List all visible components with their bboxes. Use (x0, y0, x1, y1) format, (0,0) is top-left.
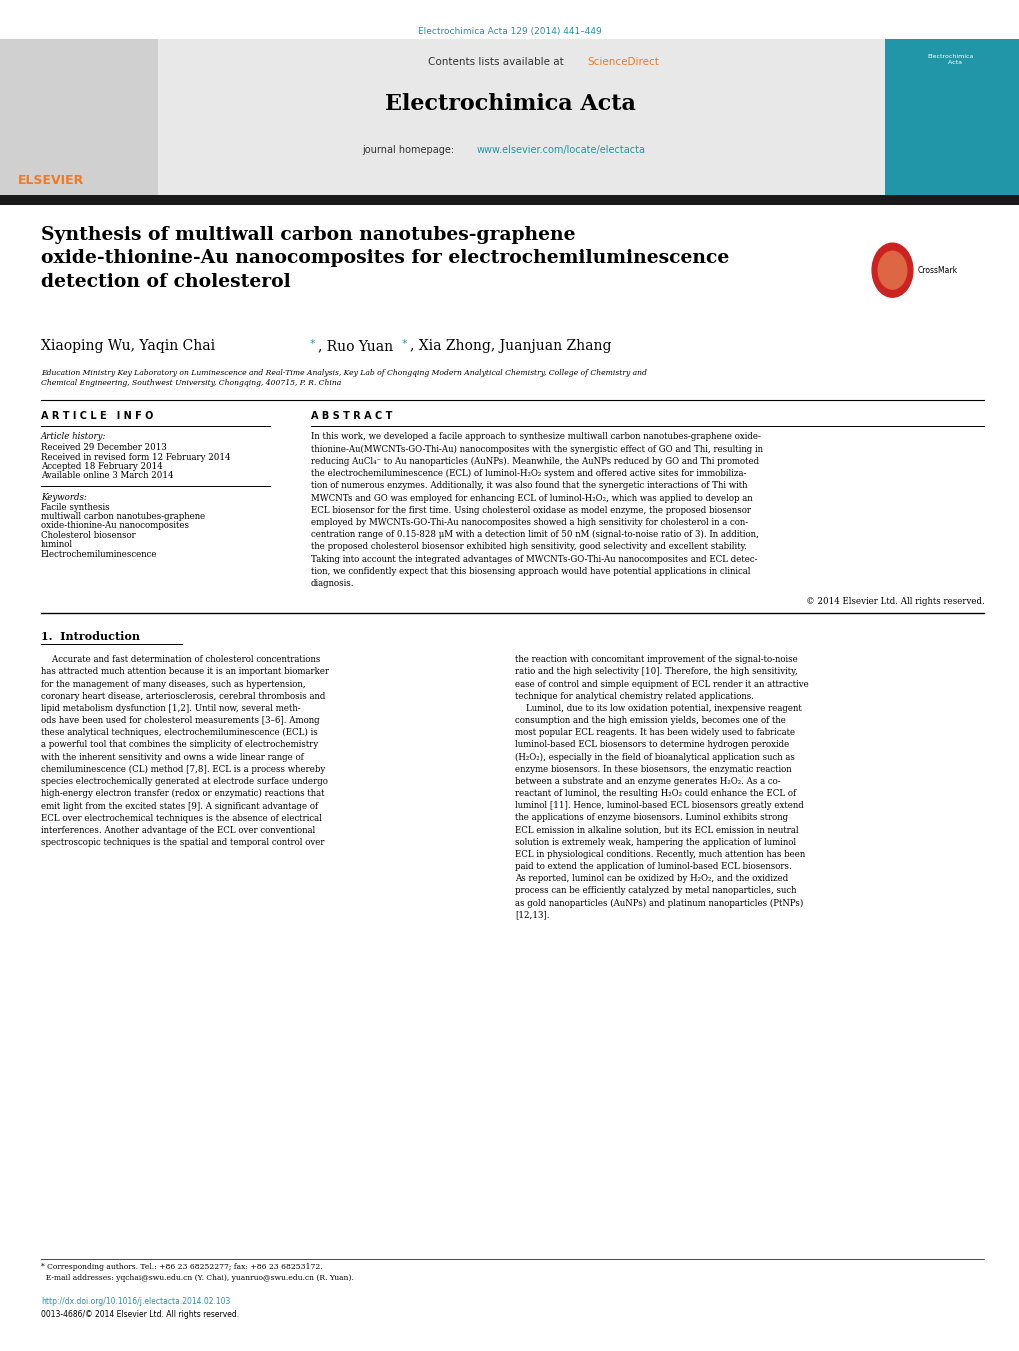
Text: Keywords:: Keywords: (41, 493, 87, 503)
Text: the reaction with concomitant improvement of the signal-to-noise
ratio and the h: the reaction with concomitant improvemen… (515, 655, 808, 920)
Bar (0, 39, 158, 199)
Bar (0, 195, 1019, 205)
Text: Synthesis of multiwall carbon nanotubes-graphene
oxide-thionine-Au nanocomposite: Synthesis of multiwall carbon nanotubes-… (41, 226, 729, 290)
Text: http://dx.doi.org/10.1016/j.electacta.2014.02.103: http://dx.doi.org/10.1016/j.electacta.20… (41, 1297, 230, 1306)
Text: *: * (401, 339, 408, 349)
Text: Education Ministry Key Laboratory on Luminescence and Real-Time Analysis, Key La: Education Ministry Key Laboratory on Lum… (41, 369, 646, 388)
Text: Contents lists available at: Contents lists available at (428, 57, 567, 66)
Text: © 2014 Elsevier Ltd. All rights reserved.: © 2014 Elsevier Ltd. All rights reserved… (805, 597, 983, 607)
Text: Received in revised form 12 February 2014: Received in revised form 12 February 201… (41, 453, 230, 462)
Circle shape (871, 243, 912, 297)
Text: Available online 3 March 2014: Available online 3 March 2014 (41, 471, 173, 481)
Text: Accepted 18 February 2014: Accepted 18 February 2014 (41, 462, 162, 471)
Text: Electrochimica Acta 129 (2014) 441–449: Electrochimica Acta 129 (2014) 441–449 (418, 27, 601, 36)
Text: In this work, we developed a facile approach to synthesize multiwall carbon nano: In this work, we developed a facile appr… (311, 432, 762, 588)
Text: Xiaoping Wu, Yaqin Chai: Xiaoping Wu, Yaqin Chai (41, 339, 215, 353)
Text: ELSEVIER: ELSEVIER (18, 174, 85, 188)
Text: CrossMark: CrossMark (917, 266, 957, 274)
Text: journal homepage:: journal homepage: (362, 145, 457, 154)
Text: *: * (310, 339, 316, 349)
Bar (884, 39, 1019, 199)
Text: Accurate and fast determination of cholesterol concentrations
has attracted much: Accurate and fast determination of chole… (41, 655, 328, 847)
Text: , Xia Zhong, Juanjuan Zhang: , Xia Zhong, Juanjuan Zhang (410, 339, 611, 353)
Text: Received 29 December 2013: Received 29 December 2013 (41, 443, 166, 453)
Text: Electrochimica
    Acta: Electrochimica Acta (926, 54, 973, 65)
Text: oxide-thionine-Au nanocomposites: oxide-thionine-Au nanocomposites (41, 521, 189, 531)
Text: luminol: luminol (41, 540, 72, 550)
Text: Electrochemiluminescence: Electrochemiluminescence (41, 550, 157, 559)
Text: A B S T R A C T: A B S T R A C T (311, 411, 392, 420)
Text: 1.  Introduction: 1. Introduction (41, 631, 140, 642)
Text: A R T I C L E   I N F O: A R T I C L E I N F O (41, 411, 153, 420)
Text: multiwall carbon nanotubes-graphene: multiwall carbon nanotubes-graphene (41, 512, 205, 521)
Text: , Ruo Yuan: , Ruo Yuan (318, 339, 393, 353)
Text: Cholesterol biosensor: Cholesterol biosensor (41, 531, 136, 540)
Text: * Corresponding authors. Tel.: +86 23 68252277; fax: +86 23 68253172.
  E-mail a: * Corresponding authors. Tel.: +86 23 68… (41, 1263, 354, 1282)
Text: Article history:: Article history: (41, 432, 106, 442)
Text: ScienceDirect: ScienceDirect (587, 57, 658, 66)
Bar (0, 39, 1019, 199)
Text: 0013-4686/© 2014 Elsevier Ltd. All rights reserved.: 0013-4686/© 2014 Elsevier Ltd. All right… (41, 1310, 238, 1320)
Text: www.elsevier.com/locate/electacta: www.elsevier.com/locate/electacta (476, 145, 645, 154)
Text: Electrochimica Acta: Electrochimica Acta (384, 93, 635, 115)
Text: Facile synthesis: Facile synthesis (41, 503, 109, 512)
Circle shape (877, 251, 906, 289)
